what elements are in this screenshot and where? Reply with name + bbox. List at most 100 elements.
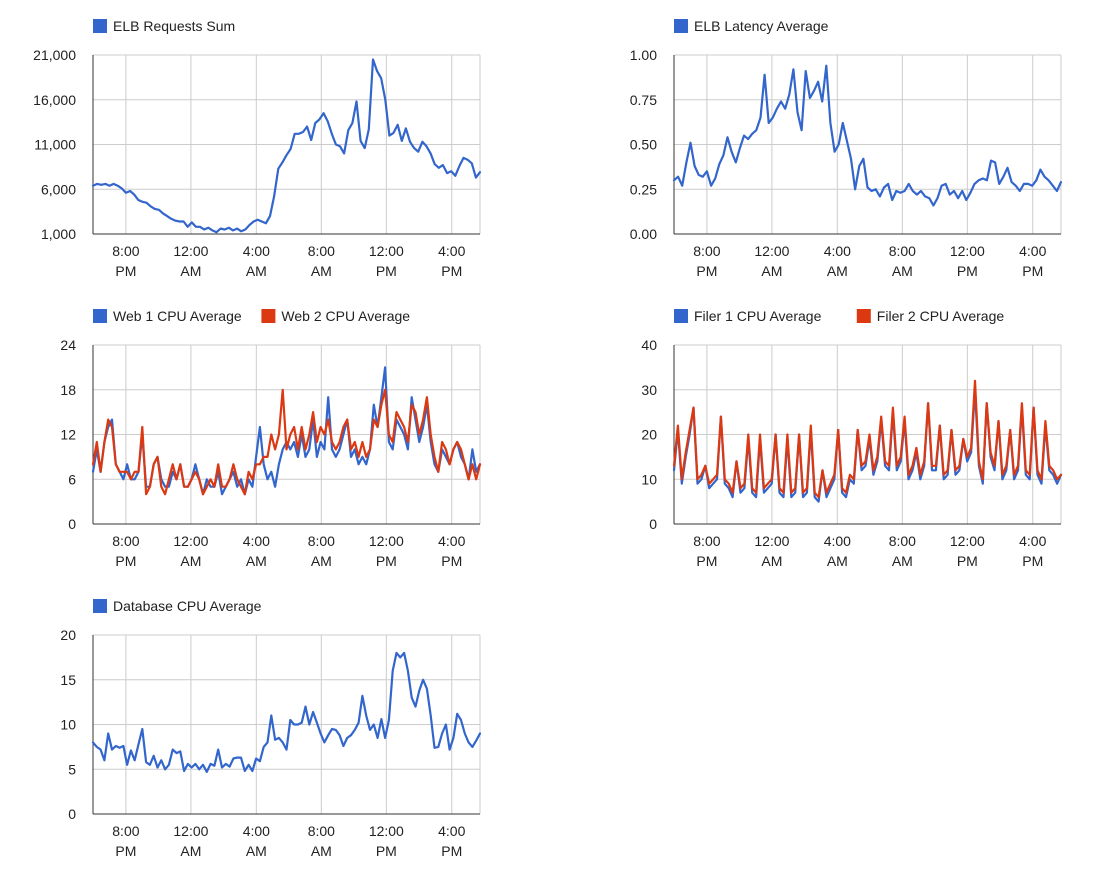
x-tick-label: 12:00 xyxy=(950,533,985,549)
x-tick-label: 4:00 xyxy=(243,533,270,549)
x-tick-label: 12:00 xyxy=(950,243,985,259)
legend-entry: ELB Requests Sum xyxy=(93,18,235,34)
x-tick-label-ampm: AM xyxy=(180,263,201,279)
legend-label: ELB Requests Sum xyxy=(113,18,235,34)
x-tick-label: 4:00 xyxy=(243,243,270,259)
y-tick-label: 0.50 xyxy=(630,137,657,153)
y-tick-label: 16,000 xyxy=(33,92,76,108)
series-line xyxy=(91,651,482,774)
x-tick-label-ampm: PM xyxy=(376,553,397,569)
chart-5: Database CPU Average 20 15 10 5 0 8:00 PM 12:00 A… xyxy=(60,598,482,859)
x-tick-label: 12:00 xyxy=(173,243,208,259)
legend-swatch xyxy=(261,309,276,323)
chart-1: ELB Requests Sum 21,000 16,000 11,000 6,000 1… xyxy=(33,18,482,279)
x-tick-label: 12:00 xyxy=(173,823,208,839)
x-tick-label: 12:00 xyxy=(369,533,404,549)
x-tick-label: 8:00 xyxy=(112,243,139,259)
x-tick-label: 12:00 xyxy=(754,243,789,259)
legend-swatch xyxy=(674,309,688,323)
legend-entry: Filer 1 CPU Average xyxy=(674,308,822,324)
x-tick-label: 8:00 xyxy=(308,823,335,839)
x-tick-label: 4:00 xyxy=(824,243,851,259)
y-tick-label: 0.00 xyxy=(630,226,657,242)
x-tick-label-ampm: AM xyxy=(180,843,201,859)
legend-label: Filer 2 CPU Average xyxy=(877,308,1005,324)
x-tick-label-ampm: AM xyxy=(246,263,267,279)
y-tick-label: 12 xyxy=(60,427,76,443)
x-tick-label: 8:00 xyxy=(693,533,720,549)
x-tick-label-ampm: AM xyxy=(246,553,267,569)
y-tick-label: 0.25 xyxy=(630,181,657,197)
x-tick-label-ampm: AM xyxy=(180,553,201,569)
x-tick-label-ampm: AM xyxy=(761,263,782,279)
x-tick-label: 12:00 xyxy=(369,823,404,839)
y-tick-label: 21,000 xyxy=(33,47,76,63)
x-tick-label-ampm: PM xyxy=(696,553,717,569)
x-tick-label: 4:00 xyxy=(1019,243,1046,259)
y-tick-label: 0 xyxy=(649,516,657,532)
y-tick-label: 0 xyxy=(68,806,76,822)
x-tick-label-ampm: PM xyxy=(1022,553,1043,569)
y-tick-label: 0.75 xyxy=(630,92,657,108)
y-tick-label: 30 xyxy=(641,382,657,398)
x-tick-label-ampm: AM xyxy=(827,263,848,279)
legend-label: Filer 1 CPU Average xyxy=(694,308,822,324)
x-tick-label: 12:00 xyxy=(754,533,789,549)
x-tick-label: 4:00 xyxy=(243,823,270,839)
x-tick-label: 4:00 xyxy=(438,533,465,549)
y-tick-label: 0 xyxy=(68,516,76,532)
y-tick-label: 20 xyxy=(641,427,657,443)
x-tick-label: 8:00 xyxy=(889,533,916,549)
legend-entry: Filer 2 CPU Average xyxy=(856,308,1005,324)
x-tick-label-ampm: PM xyxy=(957,263,978,279)
series-line xyxy=(91,58,482,234)
legend-label: Web 1 CPU Average xyxy=(113,308,242,324)
x-tick-label-ampm: PM xyxy=(441,263,462,279)
x-tick-label-ampm: AM xyxy=(311,263,332,279)
legend-label: Web 2 CPU Average xyxy=(281,308,410,324)
legend-swatch xyxy=(856,309,871,323)
series-line xyxy=(91,388,482,496)
x-tick-label-ampm: PM xyxy=(115,843,136,859)
y-tick-label: 18 xyxy=(60,382,76,398)
legend-swatch xyxy=(674,19,688,33)
x-tick-label-ampm: PM xyxy=(115,553,136,569)
charts-root: ELB Requests Sum 21,000 16,000 11,000 6,000 1… xyxy=(33,18,1063,859)
y-tick-label: 1.00 xyxy=(630,47,657,63)
x-tick-label-ampm: AM xyxy=(246,843,267,859)
series-line xyxy=(672,379,1063,499)
x-tick-label: 4:00 xyxy=(824,533,851,549)
y-tick-label: 6 xyxy=(68,471,76,487)
x-tick-label-ampm: PM xyxy=(957,553,978,569)
x-tick-label-ampm: AM xyxy=(311,553,332,569)
x-tick-label: 12:00 xyxy=(369,243,404,259)
x-tick-label-ampm: PM xyxy=(696,263,717,279)
y-tick-label: 6,000 xyxy=(41,181,76,197)
legend-swatch xyxy=(93,19,107,33)
x-tick-label-ampm: PM xyxy=(376,843,397,859)
x-tick-label: 8:00 xyxy=(112,533,139,549)
legend-label: Database CPU Average xyxy=(113,598,262,614)
legend-entry: ELB Latency Average xyxy=(674,18,829,34)
x-tick-label: 8:00 xyxy=(308,533,335,549)
x-tick-label: 12:00 xyxy=(173,533,208,549)
legend-label: ELB Latency Average xyxy=(694,18,829,34)
x-tick-label: 4:00 xyxy=(1019,533,1046,549)
x-tick-label: 8:00 xyxy=(889,243,916,259)
x-tick-label-ampm: AM xyxy=(761,553,782,569)
x-tick-label: 8:00 xyxy=(693,243,720,259)
y-tick-label: 5 xyxy=(68,761,76,777)
chart-2: ELB Latency Average 1.00 0.75 0.50 0.25 0.00 8… xyxy=(630,18,1063,279)
legend-entry: Database CPU Average xyxy=(93,598,262,614)
y-tick-label: 15 xyxy=(60,672,76,688)
x-tick-label-ampm: PM xyxy=(115,263,136,279)
x-tick-label-ampm: PM xyxy=(441,843,462,859)
y-tick-label: 11,000 xyxy=(34,137,76,153)
chart-3: Web 1 CPU Average Web 2 CPU Average 24 18 12… xyxy=(60,308,482,569)
x-tick-label-ampm: PM xyxy=(441,553,462,569)
y-tick-label: 1,000 xyxy=(41,226,76,242)
x-tick-label: 8:00 xyxy=(308,243,335,259)
y-tick-label: 40 xyxy=(641,337,657,353)
x-tick-label-ampm: AM xyxy=(311,843,332,859)
